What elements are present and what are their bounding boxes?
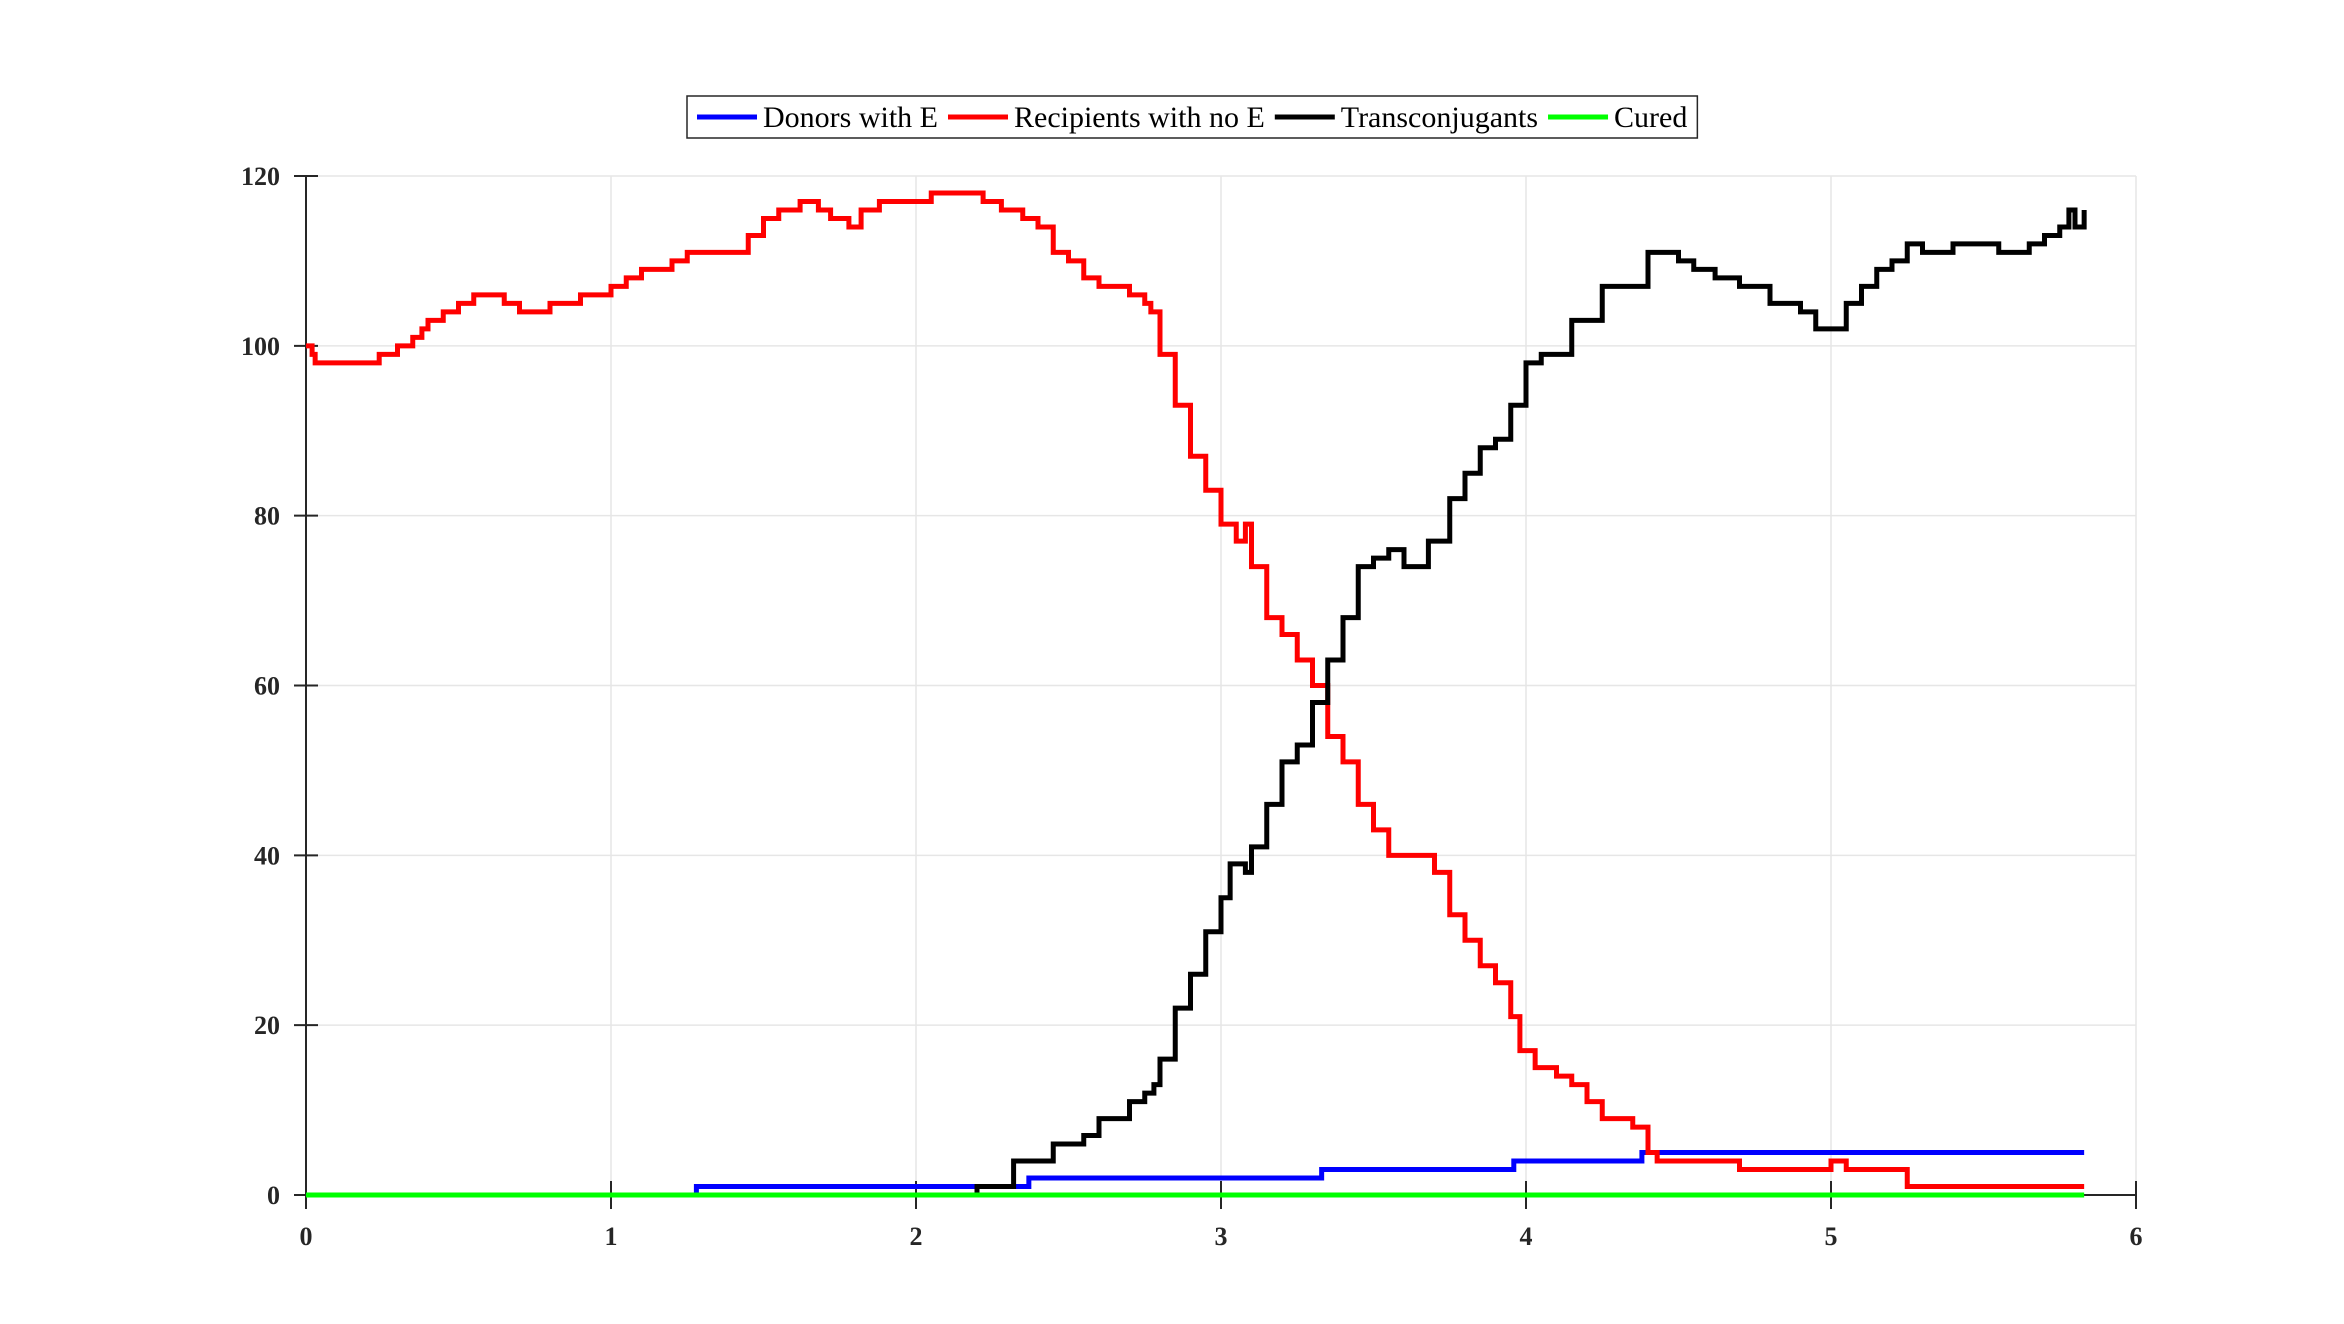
- x-tick-label-4: 4: [1520, 1222, 1533, 1251]
- series-line-donors-with-e: [306, 1150, 2085, 1198]
- x-tick-label-2: 2: [910, 1222, 923, 1251]
- x-tick-label-6: 6: [2130, 1222, 2143, 1251]
- legend-label-recipients-with-no-e: Recipients with no E: [1014, 101, 1265, 134]
- legend-box: [686, 95, 1699, 139]
- x-tick-label-1: 1: [605, 1222, 618, 1251]
- x-tick-label-5: 5: [1825, 1222, 1838, 1251]
- series-line-transconjugants: [958, 207, 2087, 1198]
- y-tick-label-5: 100: [241, 332, 280, 361]
- legend-label-transconjugants: Transconjugants: [1341, 101, 1538, 134]
- x-tick-label-3: 3: [1215, 1222, 1228, 1251]
- y-tick-label-6: 120: [241, 162, 280, 191]
- y-tick-label-4: 80: [254, 502, 280, 531]
- series-group: [306, 190, 2087, 1198]
- legend-label-donors-with-e: Donors with E: [763, 101, 938, 134]
- y-tick-label-3: 60: [254, 672, 280, 701]
- legend-label-cured: Cured: [1614, 101, 1687, 134]
- series-line-recipients-with-no-e: [306, 190, 2085, 1190]
- y-tick-label-2: 40: [254, 841, 280, 870]
- y-tick-label-0: 0: [267, 1181, 280, 1210]
- legend: Donors with E Recipients with no E Transco…: [686, 95, 1699, 139]
- x-tick-label-0: 0: [300, 1222, 313, 1251]
- y-tick-label-1: 20: [254, 1011, 280, 1040]
